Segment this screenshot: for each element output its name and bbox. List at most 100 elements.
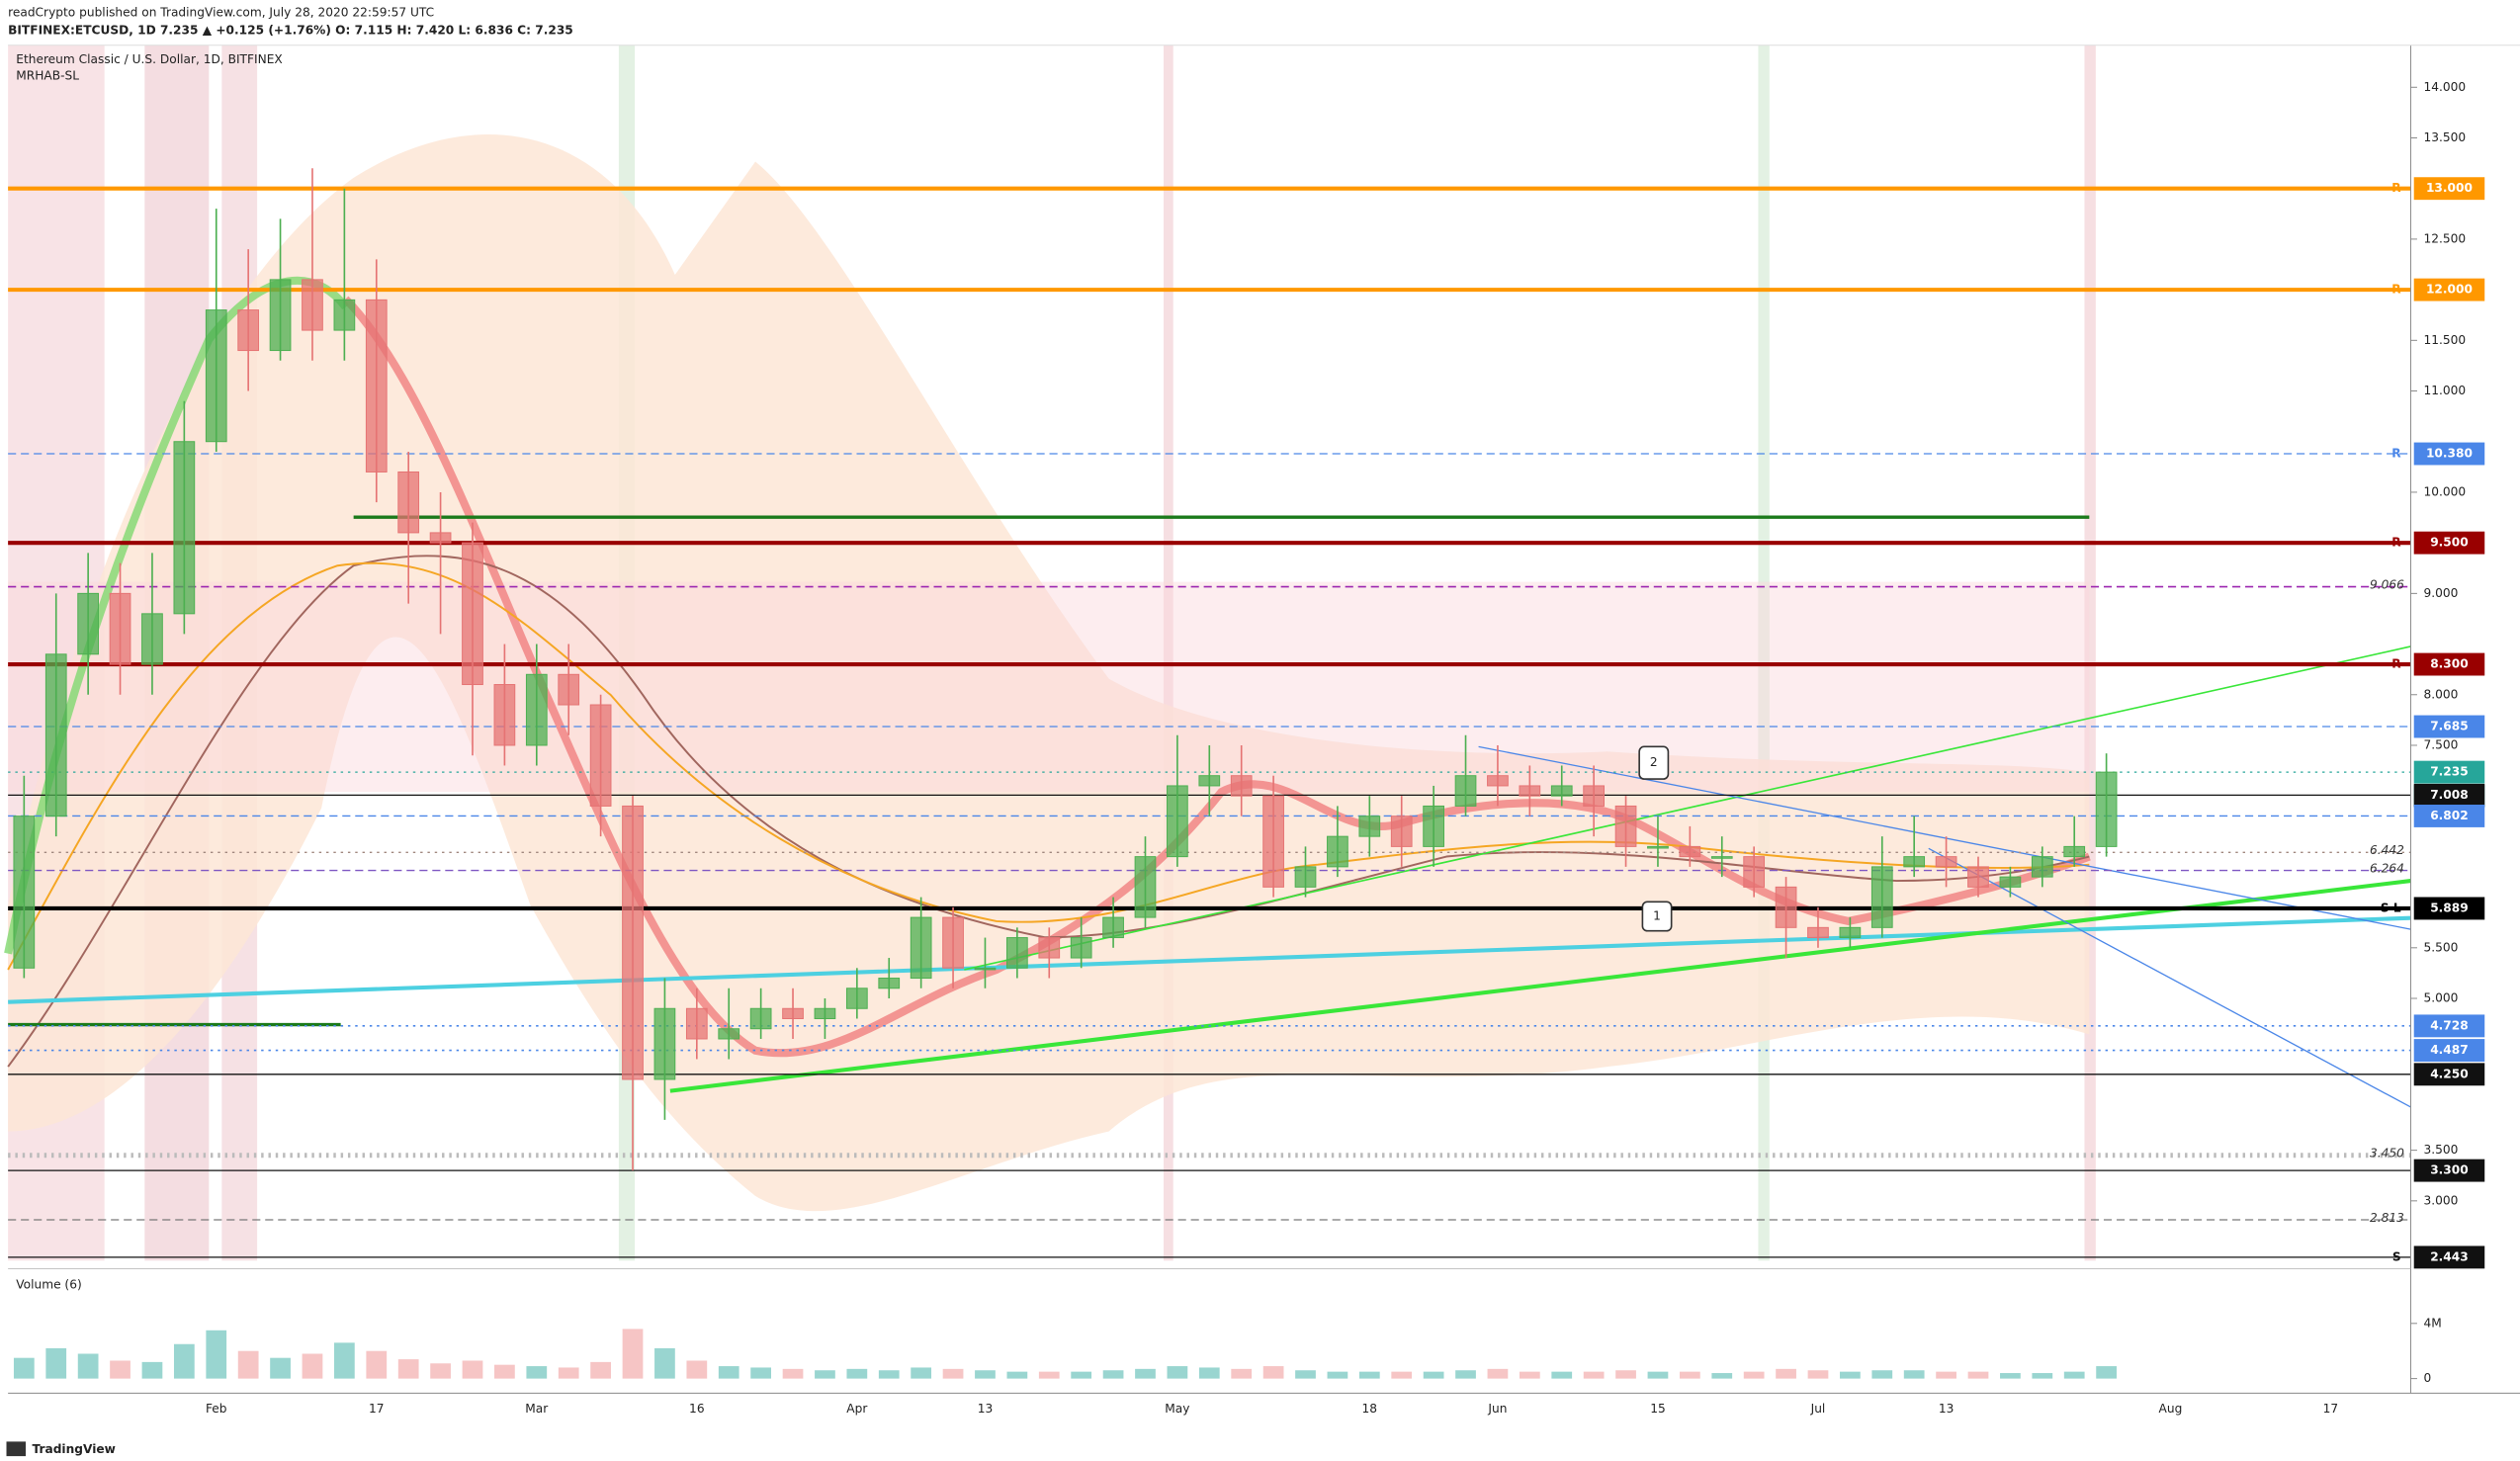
price-label-box: [2413, 760, 2485, 784]
volume-bar: [911, 1367, 932, 1379]
chart-title: Ethereum Classic / U.S. Dollar, 1D, BITF…: [16, 52, 283, 66]
price-label: 6.442: [2370, 843, 2404, 857]
candle-body: [462, 542, 483, 686]
volume-bar: [1295, 1370, 1316, 1379]
price-label: 12.000: [2426, 283, 2473, 297]
volume-bar: [302, 1353, 323, 1379]
volume-bar: [1967, 1371, 1989, 1379]
x-tick-label: 13: [1939, 1402, 1955, 1416]
candle-body: [845, 988, 868, 1009]
volume-bar: [1936, 1371, 1956, 1379]
volume-bar: [173, 1343, 195, 1379]
candle-body: [141, 613, 163, 665]
price-label-box: [2413, 805, 2485, 827]
volume-bar: [2000, 1373, 2021, 1379]
price-label: 4.250: [2430, 1067, 2469, 1080]
price-label: 5.889: [2430, 901, 2469, 914]
volume-bar: [237, 1350, 259, 1379]
volume-bar: [782, 1368, 804, 1379]
y-tick-label: 3.500: [2423, 1143, 2458, 1157]
volume-bar: [397, 1359, 419, 1379]
callout: [1638, 745, 1670, 780]
volume-bar: [2096, 1366, 2117, 1379]
volume-bar: [45, 1347, 67, 1379]
volume-bar: [1871, 1370, 1893, 1379]
volume-bar: [975, 1370, 996, 1379]
price-label: 3.300: [2430, 1163, 2469, 1177]
volume-bar: [1198, 1367, 1220, 1379]
price-label: 10.380: [2426, 447, 2473, 461]
volume-bar: [1102, 1370, 1124, 1379]
candle-body: [878, 978, 901, 989]
x-tick-label: Jul: [1810, 1402, 1826, 1416]
candle-body: [1038, 937, 1061, 959]
candle-body: [397, 471, 420, 534]
volume-bar: [334, 1342, 355, 1379]
level-tag: R: [2391, 181, 2401, 195]
x-tick-label: Aug: [2159, 1402, 2183, 1416]
candle-body: [1999, 876, 2022, 888]
candle-body: [1583, 785, 1606, 807]
volume-bar: [1423, 1371, 1444, 1379]
candle-body: [1294, 866, 1317, 888]
candle-body: [1614, 805, 1637, 847]
trend-line: [964, 645, 2411, 971]
volume-tick-label: 0: [2423, 1371, 2431, 1385]
candle-body: [205, 309, 227, 443]
volume-bar: [1327, 1371, 1348, 1379]
volume-bar: [942, 1368, 964, 1379]
price-label: 2.813: [2370, 1211, 2404, 1225]
y-tick-label: 11.000: [2423, 384, 2466, 397]
level-tag: S L: [2381, 901, 2401, 914]
price-label: 8.300: [2430, 657, 2469, 671]
volume-bar: [1519, 1371, 1540, 1379]
volume-bar: [494, 1364, 515, 1379]
x-tick-label: May: [1165, 1402, 1189, 1416]
trend-line: [8, 915, 2411, 1004]
x-tick-label: 18: [1362, 1402, 1378, 1416]
candle-body: [1390, 816, 1413, 847]
candle-body: [13, 816, 36, 969]
price-label-box: [2413, 1014, 2485, 1038]
volume-bar: [878, 1370, 900, 1379]
price-label-box: [2413, 1159, 2485, 1182]
candle-body: [2095, 771, 2118, 847]
price-label: 7.008: [2430, 788, 2469, 802]
candle-body: [1454, 775, 1477, 807]
candle-body: [2031, 856, 2053, 878]
candle-body: [910, 916, 932, 980]
candle-body: [493, 684, 516, 746]
volume-bar: [1231, 1368, 1253, 1379]
candle-body: [333, 299, 356, 331]
price-label: 13.000: [2426, 181, 2473, 195]
y-tick-label: 9.000: [2423, 586, 2458, 600]
volume-bar: [2032, 1373, 2053, 1379]
volume-bar: [622, 1329, 644, 1379]
bollinger-band: [8, 134, 2090, 1212]
candle-body: [1870, 866, 1893, 928]
candle-body: [1679, 845, 1701, 858]
candle-body: [685, 1007, 708, 1040]
volume-bar: [1807, 1370, 1829, 1379]
candle-body: [622, 805, 644, 1080]
volume-bar: [654, 1347, 675, 1379]
price-label: 9.500: [2430, 536, 2469, 550]
candle-body: [237, 309, 260, 352]
candle-body: [109, 592, 131, 665]
volume-bar: [110, 1360, 130, 1379]
candle-body: [1358, 816, 1381, 837]
price-label-box: [2413, 897, 2485, 920]
candle-body: [1807, 926, 1829, 939]
annotation-label: 1: [1653, 908, 1661, 922]
candle-body: [173, 441, 196, 615]
volume-bar: [430, 1363, 451, 1379]
annotation-label: 2: [1650, 755, 1658, 769]
x-tick-label: Feb: [206, 1402, 227, 1416]
volume-bar: [1583, 1371, 1605, 1379]
candle-body: [269, 279, 292, 352]
volume-bar: [1487, 1368, 1509, 1379]
y-tick-label: 7.500: [2423, 737, 2458, 751]
y-tick-label: 12.500: [2423, 231, 2466, 245]
volume-label: Volume (6): [16, 1277, 81, 1291]
